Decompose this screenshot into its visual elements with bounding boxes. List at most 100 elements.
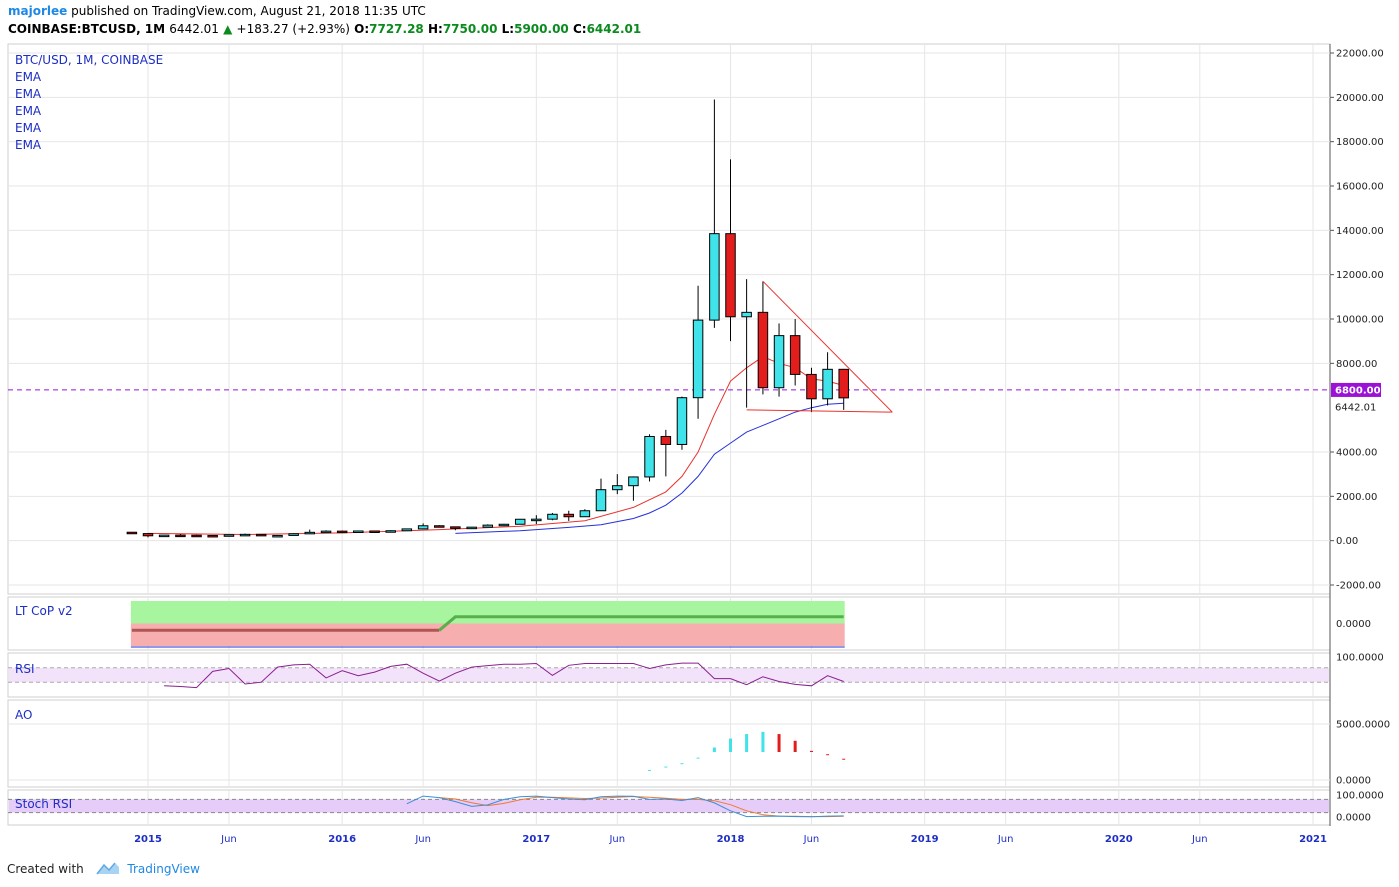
ao-bar	[680, 763, 684, 765]
candle-down	[142, 533, 154, 537]
price-tag-label: 6442.01	[1335, 402, 1376, 413]
candle-up	[401, 528, 413, 532]
ytick-label: 12000.00	[1336, 270, 1384, 281]
candle-up	[288, 533, 299, 536]
candle-up	[482, 524, 494, 528]
candle-up	[531, 518, 542, 522]
legend-title: BTC/USD, 1M, COINBASE	[15, 53, 163, 67]
ao-bar	[664, 766, 668, 768]
ytick-label: 18000.00	[1336, 137, 1384, 148]
close-label: C:	[572, 22, 587, 36]
candle-up	[353, 530, 364, 534]
xtick-label: 2018	[717, 834, 745, 845]
candle-up	[773, 335, 785, 389]
rsi-line	[164, 662, 844, 689]
candle-down	[175, 534, 186, 538]
candle-down	[838, 368, 849, 399]
ao-ytick: 5000.0000	[1336, 720, 1390, 731]
candle-down	[336, 530, 348, 534]
candle-up	[158, 534, 170, 538]
publish-info: majorlee published on TradingView.com, A…	[8, 4, 426, 18]
created-with-text: Created with	[7, 862, 84, 876]
candle-up	[223, 534, 235, 537]
xtick-label: Jun	[803, 834, 820, 845]
xtick-label: 2016	[328, 834, 356, 845]
candle-up	[628, 476, 639, 487]
candle-up	[514, 518, 526, 525]
candle-up	[741, 311, 752, 318]
xtick-label: 2021	[1299, 834, 1327, 845]
up-arrow-icon: ▲	[223, 22, 233, 36]
trendline-upper	[762, 280, 893, 413]
candle-down	[450, 526, 461, 529]
last-price: 6442.01	[169, 22, 219, 36]
cop-pane-title: LT CoP v2	[15, 604, 73, 618]
candle-up	[417, 525, 429, 530]
candle-up	[595, 489, 607, 512]
xtick-label: Jun	[997, 834, 1014, 845]
open-label: O:	[354, 22, 370, 36]
candle-up	[612, 485, 623, 491]
xtick-label: Jun	[220, 834, 237, 845]
footer: Created with TradingView	[7, 861, 200, 878]
ao-bar	[777, 734, 781, 752]
candle-up	[239, 533, 251, 537]
symbol-info: COINBASE:BTCUSD, 1M 6442.01 ▲ +183.27 (+…	[8, 22, 641, 36]
publisher-name[interactable]: majorlee	[8, 4, 68, 18]
ao-bar	[712, 747, 716, 752]
low-label: L:	[501, 22, 515, 36]
candle-up	[676, 397, 688, 445]
ytick-label: 10000.00	[1336, 315, 1384, 326]
candle-up	[547, 513, 558, 520]
ytick-label: 16000.00	[1336, 182, 1384, 193]
ao-bar	[842, 758, 846, 760]
ytick-label: 0.00	[1336, 536, 1358, 547]
stoch-k-line	[406, 795, 844, 818]
ytick-label: 22000.00	[1336, 49, 1384, 60]
close-value: 6442.01	[586, 22, 642, 36]
stoch-pane-title: Stoch RSI	[15, 797, 72, 811]
ao-bar	[809, 750, 813, 752]
tradingview-brand[interactable]: TradingView	[127, 862, 200, 876]
candle-down	[369, 530, 380, 533]
cop-red-band	[130, 623, 845, 646]
high-value: 7750.00	[442, 22, 498, 36]
legend-ema-label: EMA	[15, 121, 42, 135]
xtick-label: Jun	[608, 834, 625, 845]
candle-down	[255, 533, 267, 537]
tradingview-logo-icon	[96, 861, 120, 878]
cop-line-green	[438, 615, 844, 632]
cop-ytick: 0.0000	[1336, 619, 1371, 630]
legend-ema-label: EMA	[15, 138, 42, 152]
price-tag-label: 6800.00	[1335, 385, 1381, 396]
candle-up	[644, 435, 655, 478]
ao-bar	[793, 740, 797, 752]
rsi-pane-title: RSI	[15, 662, 35, 676]
stoch-ytick: 0.0000	[1336, 813, 1371, 824]
legend-ema-label: EMA	[15, 70, 42, 84]
candle-up	[579, 510, 591, 518]
candle-down	[789, 335, 801, 375]
xtick-label: 2020	[1105, 834, 1133, 845]
ytick-label: 20000.00	[1336, 93, 1384, 104]
candle-up	[304, 531, 315, 535]
candle-down	[207, 534, 218, 538]
trendline-lower	[746, 409, 893, 413]
xtick-label: 2019	[911, 834, 939, 845]
price-tag-bg	[1331, 399, 1381, 414]
ytick-label: 14000.00	[1336, 226, 1384, 237]
rsi-band	[9, 667, 1329, 683]
ema-slow-line	[455, 402, 844, 534]
xtick-label: 2017	[522, 834, 550, 845]
candle-up	[822, 368, 833, 400]
cop-green-band	[130, 601, 845, 624]
candle-up	[709, 233, 720, 321]
xtick-label: Jun	[414, 834, 431, 845]
ao-bar	[745, 734, 749, 752]
price-change: +183.27 (+2.93%)	[236, 22, 350, 36]
low-value: 5900.00	[514, 22, 569, 36]
candle-down	[757, 311, 769, 389]
ao-bar	[729, 738, 732, 752]
ao-bar	[761, 731, 765, 752]
